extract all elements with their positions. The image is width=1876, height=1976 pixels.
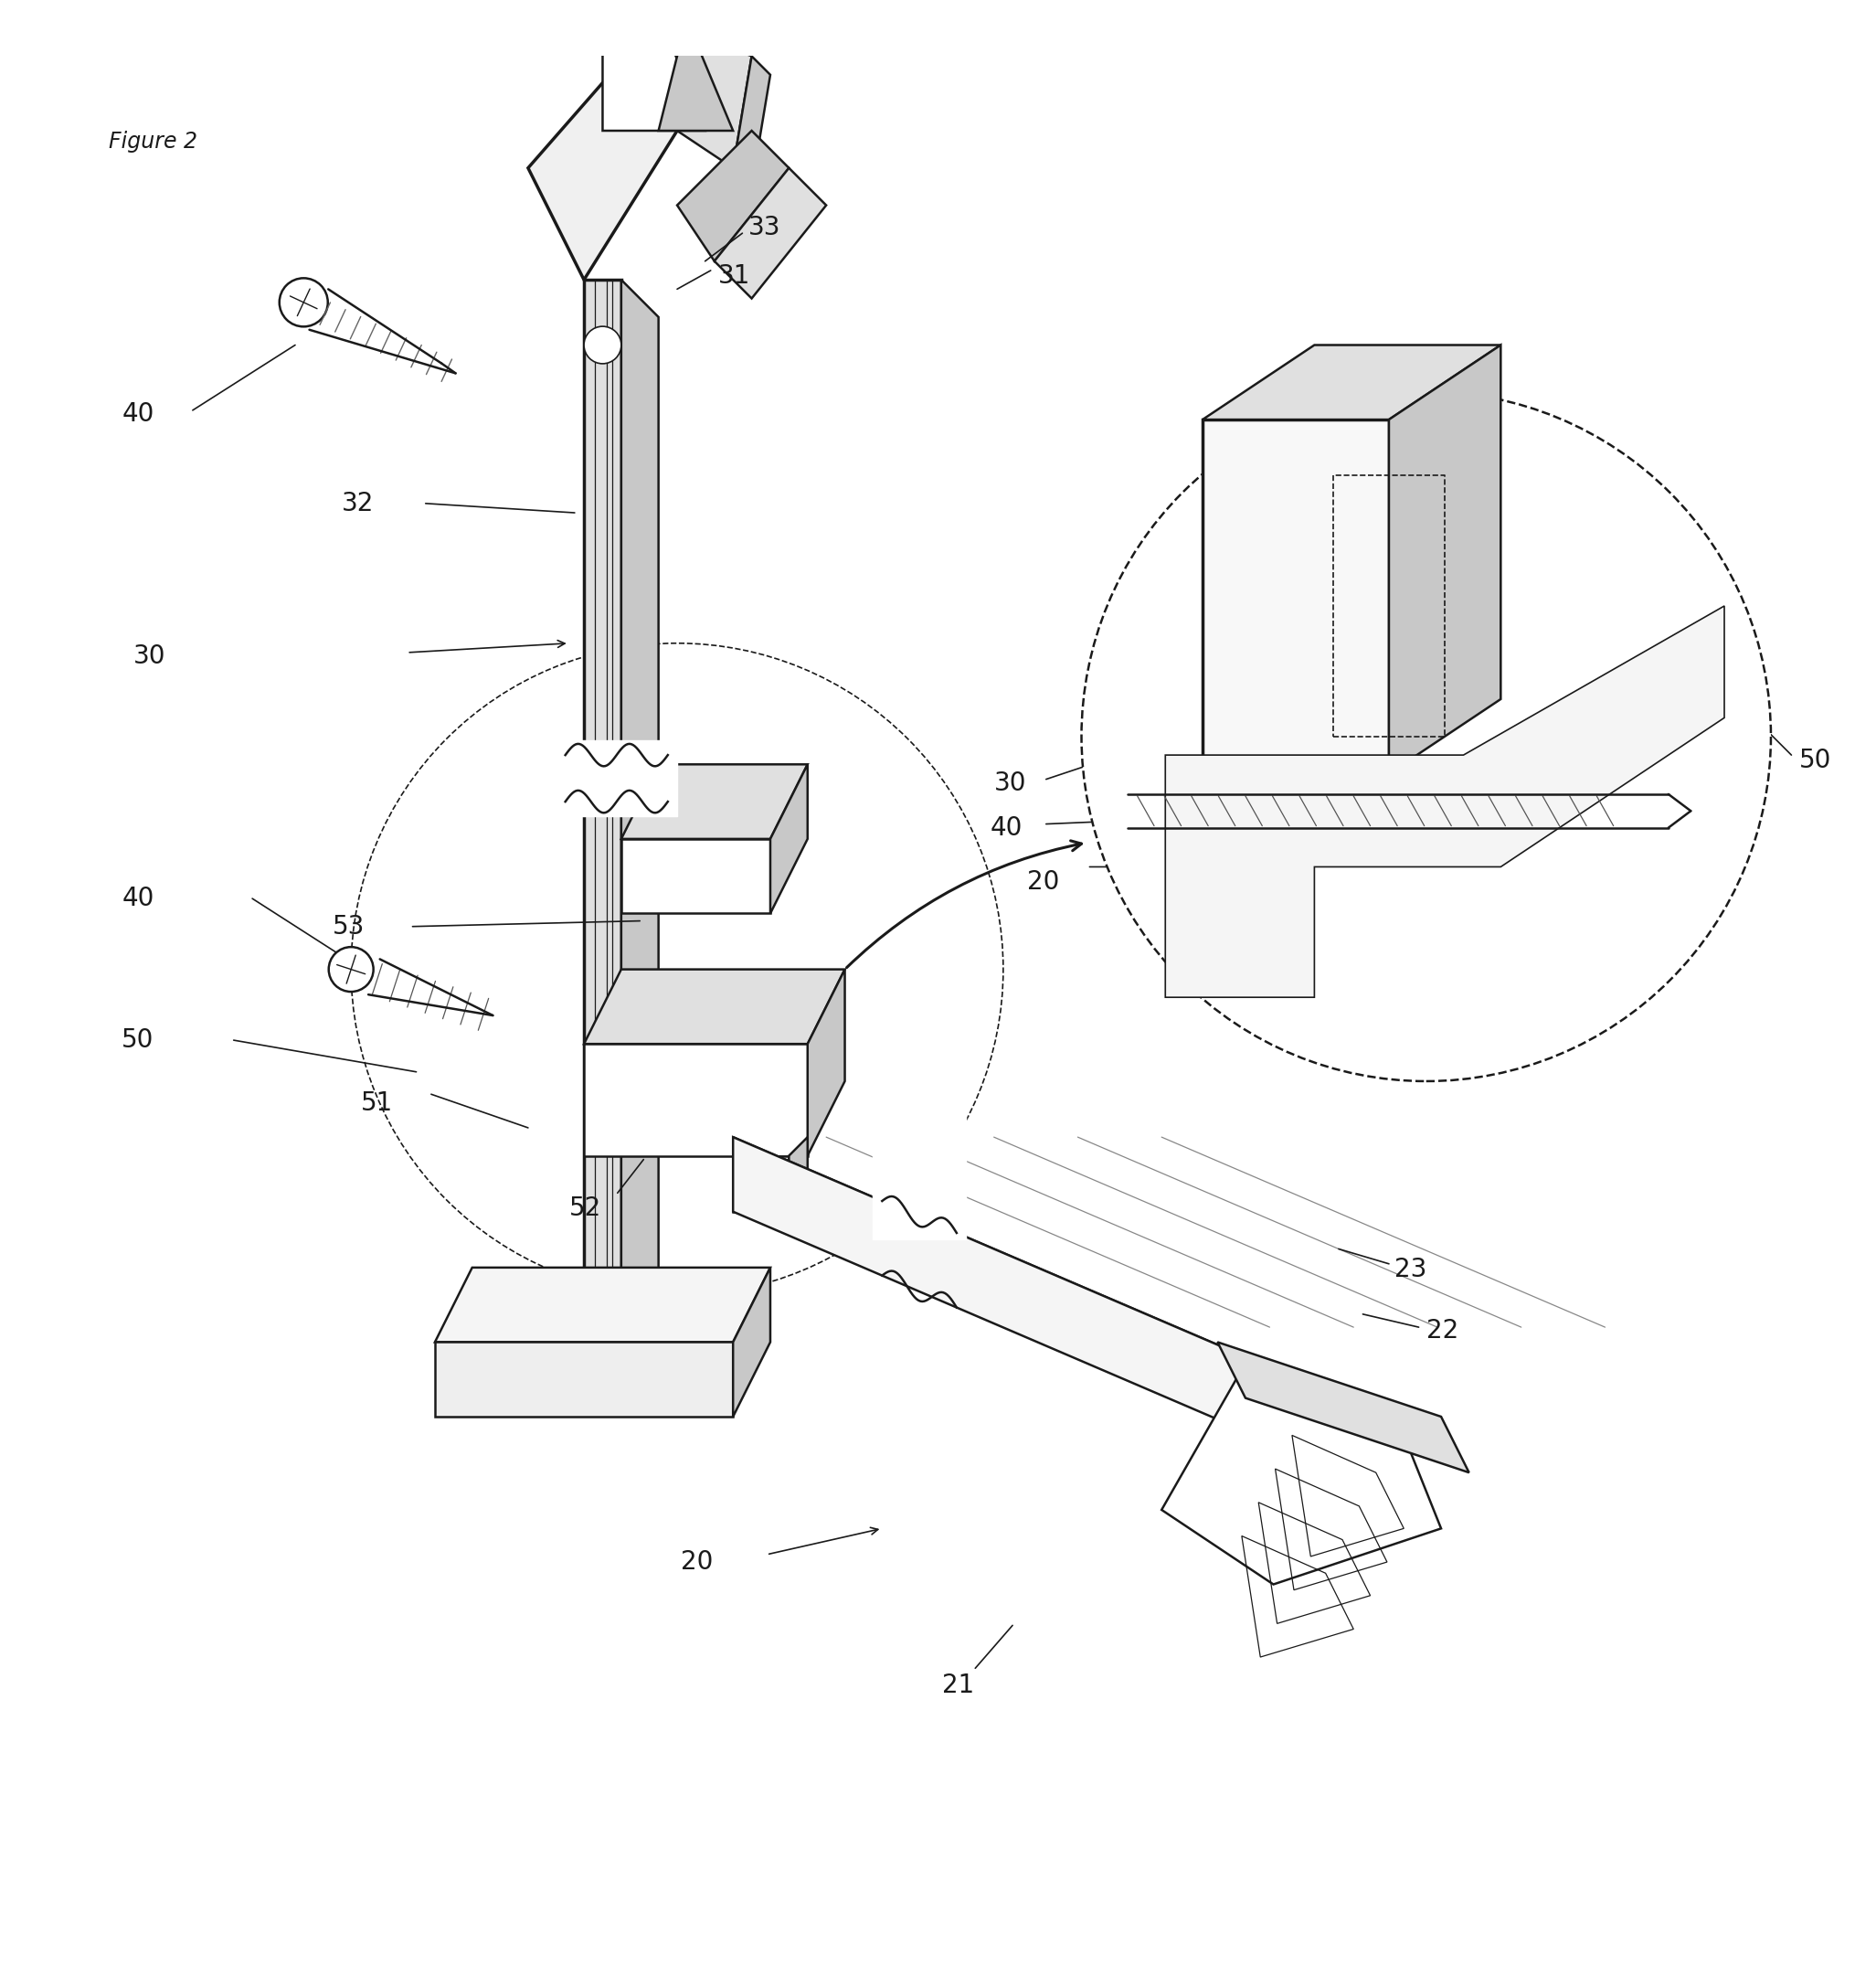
Polygon shape: [734, 1136, 1255, 1435]
Polygon shape: [1218, 1342, 1469, 1472]
Text: 50: 50: [1799, 747, 1831, 773]
Circle shape: [328, 947, 373, 992]
Polygon shape: [602, 0, 705, 130]
Text: 33: 33: [749, 215, 780, 241]
Text: 53: 53: [332, 913, 364, 939]
Text: 52: 52: [568, 1195, 602, 1221]
Polygon shape: [807, 970, 844, 1156]
Polygon shape: [790, 1136, 807, 1211]
Circle shape: [583, 326, 621, 364]
Text: Figure 2: Figure 2: [109, 130, 197, 152]
Text: 40: 40: [122, 401, 154, 427]
Polygon shape: [677, 130, 790, 261]
Polygon shape: [1388, 346, 1501, 775]
Circle shape: [1081, 391, 1771, 1081]
Polygon shape: [734, 55, 771, 186]
Polygon shape: [1255, 1361, 1330, 1472]
Polygon shape: [1161, 1379, 1441, 1585]
Circle shape: [280, 279, 328, 326]
Text: 30: 30: [994, 771, 1026, 796]
Polygon shape: [771, 765, 807, 913]
Polygon shape: [715, 168, 825, 298]
Text: 31: 31: [719, 263, 750, 288]
Text: 20: 20: [1028, 869, 1060, 895]
Text: 20: 20: [681, 1549, 713, 1575]
Polygon shape: [527, 20, 677, 281]
Text: 22: 22: [1426, 1318, 1458, 1344]
Polygon shape: [435, 1342, 734, 1417]
Polygon shape: [583, 281, 621, 1304]
Text: 30: 30: [133, 644, 165, 670]
Polygon shape: [734, 1136, 1330, 1397]
Polygon shape: [435, 1267, 771, 1342]
Text: 23: 23: [1394, 1257, 1428, 1282]
Polygon shape: [583, 1043, 807, 1156]
Polygon shape: [734, 1156, 790, 1211]
Text: 40: 40: [991, 814, 1022, 840]
Polygon shape: [583, 970, 844, 1043]
Text: 21: 21: [942, 1672, 974, 1697]
Polygon shape: [621, 765, 807, 840]
Text: 50: 50: [122, 1028, 154, 1053]
Polygon shape: [1203, 419, 1388, 775]
Polygon shape: [1203, 346, 1501, 419]
Text: 32: 32: [341, 490, 373, 516]
Polygon shape: [621, 281, 658, 1342]
Polygon shape: [1165, 607, 1724, 998]
Polygon shape: [734, 1267, 771, 1417]
Polygon shape: [658, 20, 752, 168]
Text: 40: 40: [122, 885, 154, 911]
Text: 51: 51: [360, 1091, 392, 1116]
Polygon shape: [658, 20, 734, 130]
Polygon shape: [621, 840, 771, 913]
